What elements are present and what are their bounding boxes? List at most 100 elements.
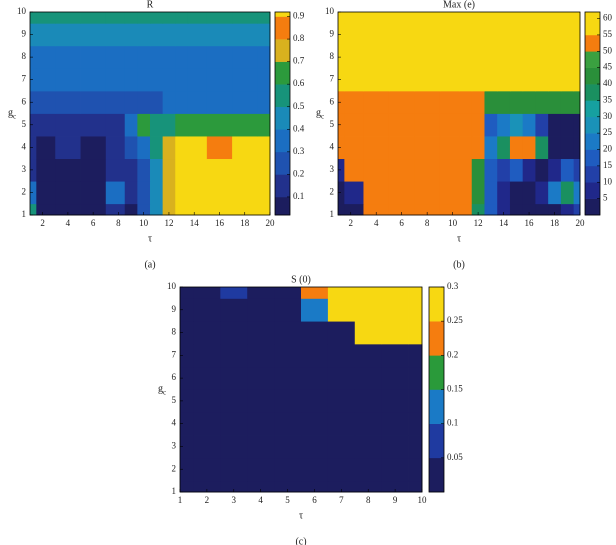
contour-cell [344, 68, 364, 92]
contour-cell [137, 113, 151, 137]
contour-cell [471, 158, 485, 182]
colorbar-tick-label: 0.2 [447, 349, 458, 359]
colorbar-tick-label: 0.8 [293, 33, 305, 43]
contour-cell [220, 343, 248, 368]
x-tick-label: 3 [232, 495, 237, 505]
contour-cell [55, 12, 81, 24]
contour-cell [522, 136, 536, 160]
contour-cell [522, 181, 536, 205]
contour-cell [150, 23, 164, 47]
contour-cell [560, 203, 575, 216]
contour-cell [247, 343, 275, 368]
panel-caption: (c) [295, 536, 306, 545]
plot-frame [179, 286, 423, 493]
contour-cell [344, 203, 364, 216]
colorbar-tick-label: 0.6 [293, 78, 305, 88]
contour-cell [344, 113, 364, 137]
y-axis-label-main: g [8, 108, 13, 119]
contour-cell [548, 90, 562, 114]
contour-cell [459, 158, 473, 182]
contour-cell [162, 12, 176, 24]
contour-cell [187, 136, 208, 160]
contour-cell [497, 68, 511, 92]
contour-cell [354, 287, 383, 299]
contour-cell [471, 203, 485, 216]
contour-cell [55, 136, 81, 160]
panel-caption: (b) [453, 259, 465, 270]
contour-cell [509, 113, 524, 137]
contour-cell [150, 158, 164, 182]
contour-cell [187, 90, 208, 114]
contour-cell [187, 181, 208, 205]
contour-cell [150, 113, 164, 137]
contour-cell [257, 136, 271, 160]
y-tick-label: 1 [22, 209, 27, 219]
colorbar-tick-label: 15 [603, 160, 613, 170]
contour-cell [560, 68, 575, 92]
y-axis-label-main: g [316, 108, 321, 119]
contour-cell [257, 12, 271, 24]
contour-cell [484, 113, 498, 137]
contour-cell [509, 158, 524, 182]
contour-cell [55, 203, 81, 216]
colorbar-band [275, 129, 290, 153]
contour-cell [414, 203, 441, 216]
contour-cell [124, 90, 138, 114]
contour-cell [193, 321, 221, 345]
contour-cell [36, 136, 56, 160]
contour-cell [274, 343, 302, 368]
x-tick-label: 1 [178, 495, 183, 505]
contour-cell [327, 298, 356, 322]
colorbar-frame [584, 11, 601, 216]
contour-cell [408, 457, 423, 482]
contour-cell [137, 90, 151, 114]
contour-cell [187, 203, 208, 216]
contour-cell [193, 366, 221, 390]
colorbar-tick-label: 20 [603, 144, 613, 154]
contour-cell [150, 203, 164, 216]
y-tick-label: 2 [330, 187, 335, 197]
contour-cell [408, 343, 423, 368]
contour-cell [509, 136, 524, 160]
contour-cell [535, 23, 549, 47]
y-tick-label: 7 [172, 349, 177, 359]
y-axis-label-sub: c [13, 112, 16, 120]
y-tick-label: 7 [330, 74, 335, 84]
colorbar-band [275, 106, 290, 130]
contour-cell [388, 90, 415, 114]
contour-cell [497, 181, 511, 205]
contour-cell [338, 68, 345, 92]
contour-cell [363, 68, 390, 92]
contour-cell [105, 12, 126, 24]
contour-cell [408, 412, 423, 436]
contour-cell [459, 181, 473, 205]
contour-cell [388, 23, 415, 47]
y-tick-label: 1 [330, 209, 335, 219]
contour-cell [180, 457, 194, 482]
contour-cell [573, 158, 581, 182]
contour-cell [180, 389, 194, 413]
contour-cell [55, 113, 81, 137]
contour-cell [484, 203, 498, 216]
contour-cell [206, 45, 233, 69]
contour-cell [193, 480, 221, 493]
colorbar-band [585, 100, 600, 118]
x-tick-label: 4 [258, 495, 263, 505]
contour-cell [175, 136, 189, 160]
contour-cell [381, 366, 409, 390]
contour-cell [439, 45, 460, 69]
contour-cell [30, 203, 37, 216]
contour-cell [327, 321, 356, 345]
colorbar-tick-label: 5 [603, 193, 608, 203]
contour-cell [459, 90, 473, 114]
contour-cell [459, 68, 473, 92]
contour-cell [193, 389, 221, 413]
contour-cell [137, 68, 151, 92]
contour-cell [137, 203, 151, 216]
contour-cell [206, 136, 233, 160]
contour-cell [408, 435, 423, 459]
colorbar-band [585, 18, 600, 36]
contour-cell [439, 181, 460, 205]
contour-cell [175, 203, 189, 216]
contour-cell [137, 45, 151, 69]
